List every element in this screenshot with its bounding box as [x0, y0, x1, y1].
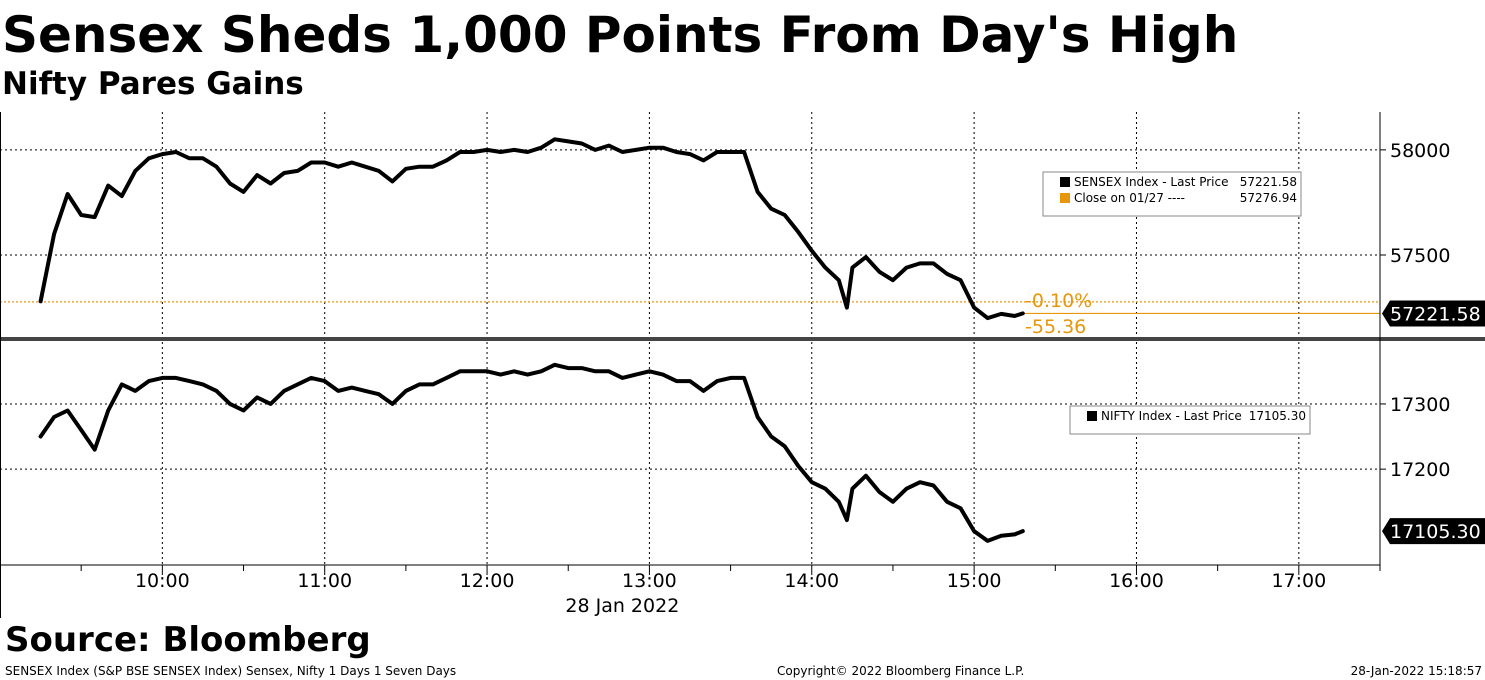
- y-tick-label: 17200: [1390, 459, 1450, 481]
- last-price-label: 57221.58: [1390, 303, 1481, 325]
- panel-divider: [0, 337, 1485, 341]
- legends: SENSEX Index - Last Price 57221.58 Close o…: [1042, 171, 1311, 435]
- x-tick-label: 13:00: [622, 570, 677, 592]
- abs-change-label: -55.36: [1025, 316, 1086, 338]
- source-label: Source: Bloomberg: [5, 620, 371, 660]
- chart-subtitle: Nifty Pares Gains: [2, 66, 304, 102]
- x-tick-label: 11:00: [297, 570, 352, 592]
- last-price-tag: [1382, 300, 1485, 327]
- legend-label: Close on 01/27 ----: [1074, 191, 1185, 205]
- legend-value: 57276.94: [1240, 191, 1297, 205]
- chart-title: Sensex Sheds 1,000 Points From Day's Hig…: [2, 6, 1239, 64]
- legend-label: NIFTY Index - Last Price: [1101, 409, 1242, 423]
- y-tick-label: 57500: [1390, 245, 1450, 267]
- pct-change-label: -0.10%: [1025, 290, 1092, 312]
- axes: [0, 112, 1485, 618]
- legend-value: 57221.58: [1240, 175, 1297, 189]
- legend-box: [1069, 405, 1311, 435]
- legend-swatch: [1060, 193, 1070, 203]
- footer-left: SENSEX Index (S&P BSE SENSEX Index) Sens…: [5, 664, 457, 678]
- x-tick-label: 15:00: [947, 570, 1002, 592]
- x-date-label: 28 Jan 2022: [565, 595, 679, 617]
- legend-swatch: [1087, 411, 1097, 421]
- last-price-tag: [1382, 518, 1485, 545]
- x-tick-label: 16:00: [1109, 570, 1164, 592]
- x-tick-label: 14:00: [784, 570, 839, 592]
- series-line-bottom: [38, 362, 1025, 543]
- legend-value: 17105.30: [1249, 409, 1306, 423]
- footer-copyright: Copyright© 2022 Bloomberg Finance L.P.: [777, 664, 1025, 678]
- series-lines: [38, 137, 1025, 543]
- tick-labels: 58000 57500 57221.58 -0.10% -55.36 17300 17200…: [135, 140, 1485, 617]
- y-tick-label: 17300: [1390, 394, 1450, 416]
- last-price-label: 17105.30: [1390, 521, 1481, 543]
- legend-box: [1042, 171, 1302, 217]
- footer-timestamp: 28-Jan-2022 15:18:57: [1350, 664, 1482, 678]
- legend-label: SENSEX Index - Last Price: [1074, 175, 1229, 189]
- y-tick-label: 58000: [1390, 140, 1450, 162]
- legend-swatch: [1060, 177, 1070, 187]
- series-line-top: [38, 137, 1025, 321]
- x-tick-label: 10:00: [135, 570, 190, 592]
- x-tick-label: 17:00: [1271, 570, 1326, 592]
- x-tick-label: 12:00: [460, 570, 515, 592]
